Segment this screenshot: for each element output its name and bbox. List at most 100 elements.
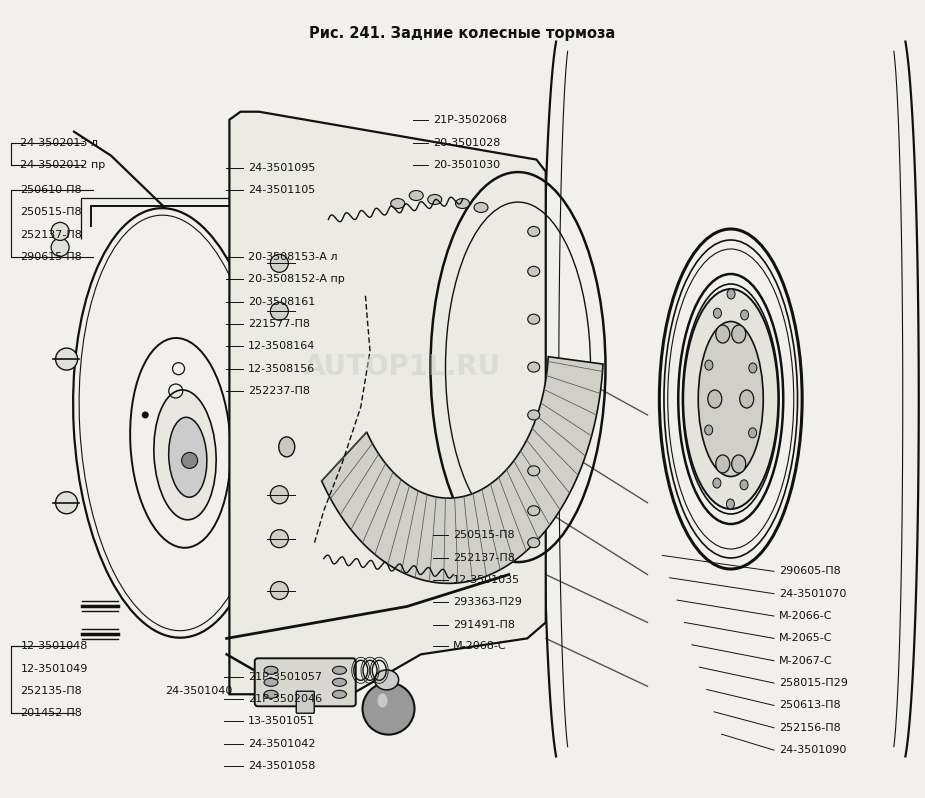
Polygon shape (322, 357, 603, 583)
Text: М-2067-С: М-2067-С (779, 656, 833, 666)
Ellipse shape (377, 693, 388, 708)
Text: 20-3501030: 20-3501030 (433, 160, 500, 170)
Text: 201452-П8: 201452-П8 (20, 709, 82, 718)
Text: 221577-П8: 221577-П8 (248, 319, 310, 329)
Circle shape (270, 302, 289, 320)
Polygon shape (229, 112, 546, 694)
Text: 250515-П8: 250515-П8 (453, 531, 515, 540)
Ellipse shape (740, 480, 748, 490)
Text: 258015-П29: 258015-П29 (779, 678, 847, 688)
Text: 20-3508161: 20-3508161 (248, 297, 315, 306)
Ellipse shape (727, 289, 735, 299)
Ellipse shape (749, 363, 757, 373)
Text: Рис. 241. Задние колесные тормоза: Рис. 241. Задние колесные тормоза (309, 26, 616, 41)
Text: 24-3501040: 24-3501040 (165, 686, 232, 696)
Ellipse shape (732, 455, 746, 473)
Ellipse shape (705, 360, 713, 370)
Circle shape (51, 239, 69, 256)
Ellipse shape (713, 478, 721, 488)
Text: 24-3501105: 24-3501105 (248, 185, 315, 195)
Text: 290615-П8: 290615-П8 (20, 252, 82, 262)
Text: 252135-П8: 252135-П8 (20, 686, 82, 696)
Ellipse shape (748, 428, 757, 438)
Ellipse shape (708, 390, 722, 408)
Ellipse shape (154, 390, 216, 519)
Circle shape (270, 530, 289, 547)
Ellipse shape (427, 195, 442, 204)
Ellipse shape (375, 670, 399, 690)
Circle shape (363, 682, 414, 735)
Circle shape (56, 348, 78, 370)
Ellipse shape (528, 267, 539, 276)
Text: 12-3501048: 12-3501048 (20, 642, 88, 651)
Ellipse shape (474, 203, 488, 212)
Text: 24-3502012 пр: 24-3502012 пр (20, 160, 105, 170)
Ellipse shape (713, 308, 722, 318)
Ellipse shape (409, 191, 424, 200)
Text: 12-3501049: 12-3501049 (20, 664, 88, 674)
Text: М-2065-С: М-2065-С (779, 634, 833, 643)
Ellipse shape (528, 410, 539, 420)
Text: 252237-П8: 252237-П8 (248, 386, 310, 396)
Ellipse shape (528, 506, 539, 516)
Circle shape (56, 492, 78, 514)
Text: 12-3501035: 12-3501035 (453, 575, 521, 585)
Ellipse shape (716, 325, 730, 343)
Ellipse shape (528, 227, 539, 236)
Text: 12-3508156: 12-3508156 (248, 364, 315, 373)
Text: М-2066-С: М-2066-С (779, 611, 833, 621)
Text: 291491-П8: 291491-П8 (453, 620, 515, 630)
Ellipse shape (528, 466, 539, 476)
Ellipse shape (528, 314, 539, 324)
Ellipse shape (528, 362, 539, 372)
Text: 250613-П8: 250613-П8 (779, 701, 841, 710)
Circle shape (270, 255, 289, 272)
Ellipse shape (684, 289, 778, 509)
Ellipse shape (455, 199, 470, 208)
FancyBboxPatch shape (296, 691, 314, 713)
Text: 24-3501090: 24-3501090 (779, 745, 846, 755)
Text: М-2068-С: М-2068-С (453, 642, 507, 651)
Ellipse shape (278, 437, 295, 457)
Text: 20-3501028: 20-3501028 (433, 138, 500, 148)
Ellipse shape (168, 417, 207, 497)
Circle shape (270, 582, 289, 599)
Ellipse shape (741, 310, 748, 320)
Ellipse shape (264, 678, 278, 686)
Ellipse shape (390, 199, 405, 208)
Text: 20-3508152-А пр: 20-3508152-А пр (248, 275, 345, 284)
Ellipse shape (726, 499, 734, 509)
Text: 250515-П8: 250515-П8 (20, 207, 82, 217)
Ellipse shape (732, 325, 746, 343)
Text: 252137-П8: 252137-П8 (453, 553, 515, 563)
Circle shape (142, 412, 149, 418)
Text: 21Р-3502068: 21Р-3502068 (433, 116, 507, 125)
Text: 24-3501095: 24-3501095 (248, 163, 315, 172)
Text: 12-3508164: 12-3508164 (248, 342, 315, 351)
Ellipse shape (528, 538, 539, 547)
Ellipse shape (332, 666, 347, 674)
Ellipse shape (698, 322, 763, 476)
Text: 21Р-3501057: 21Р-3501057 (248, 672, 322, 681)
FancyBboxPatch shape (254, 658, 356, 706)
Text: 21Р-3502046: 21Р-3502046 (248, 694, 322, 704)
Circle shape (181, 452, 198, 468)
Ellipse shape (264, 666, 278, 674)
Ellipse shape (705, 425, 712, 435)
Text: 250610-П8: 250610-П8 (20, 185, 82, 195)
Text: 252156-П8: 252156-П8 (779, 723, 841, 733)
Ellipse shape (740, 390, 754, 408)
Circle shape (270, 486, 289, 504)
Circle shape (51, 223, 69, 240)
Ellipse shape (716, 455, 730, 473)
Text: 13-3501051: 13-3501051 (248, 717, 314, 726)
Text: 24-3501070: 24-3501070 (779, 589, 846, 598)
Text: 252137-П8: 252137-П8 (20, 230, 82, 239)
Text: 24-3501042: 24-3501042 (248, 739, 315, 749)
Ellipse shape (332, 690, 347, 698)
Text: 293363-П29: 293363-П29 (453, 598, 522, 607)
Ellipse shape (264, 690, 278, 698)
Text: 24-3502013 л: 24-3502013 л (20, 138, 98, 148)
Text: 290605-П8: 290605-П8 (779, 567, 841, 576)
Text: 24-3501058: 24-3501058 (248, 761, 315, 771)
